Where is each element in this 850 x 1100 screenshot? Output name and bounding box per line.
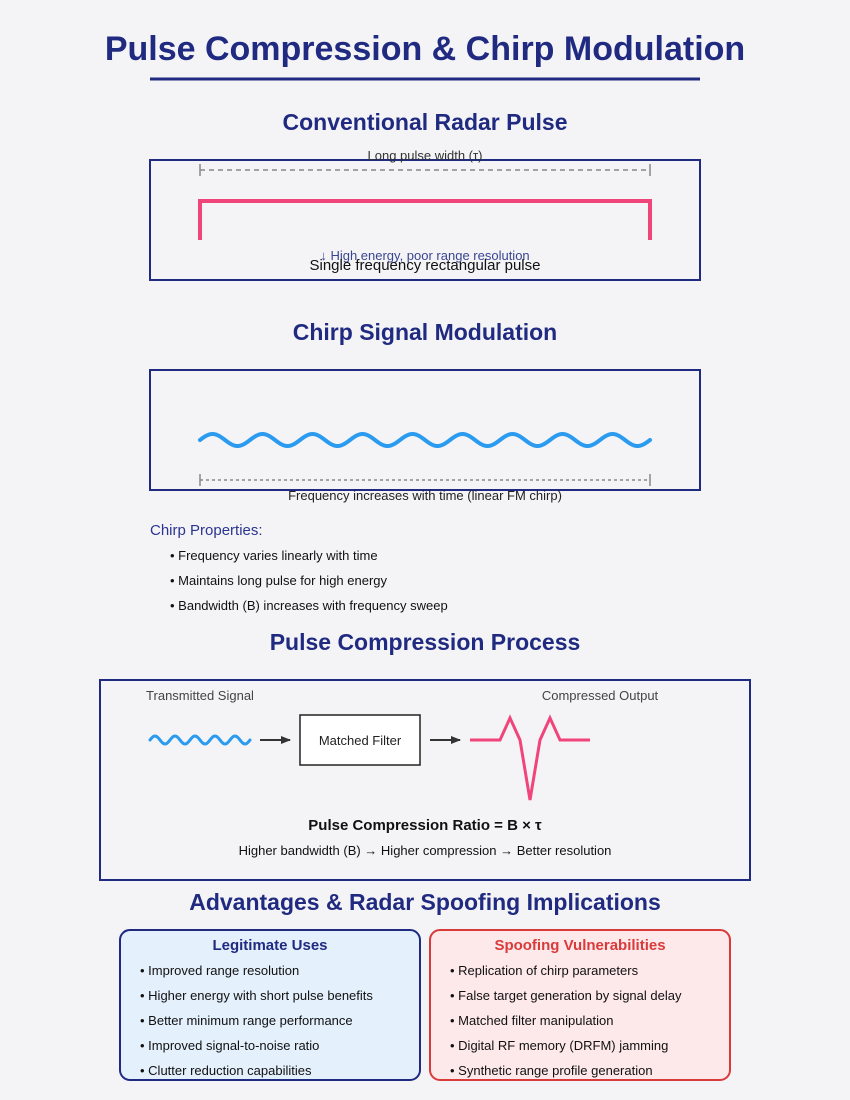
legitimate-use-item: • Improved signal-to-noise ratio bbox=[140, 1038, 319, 1053]
chirp-property-item: • Bandwidth (B) increases with frequency… bbox=[170, 598, 448, 613]
rectangular-pulse bbox=[198, 199, 652, 240]
matched-filter-box bbox=[299, 714, 421, 766]
transmitted-chirp-waveform bbox=[148, 734, 252, 746]
chirp-caption: Frequency increases with time (linear FM… bbox=[288, 488, 562, 503]
legitimate-use-item: • Clutter reduction capabilities bbox=[140, 1063, 312, 1078]
conventional-panel bbox=[149, 159, 701, 281]
chirp-panel bbox=[149, 369, 701, 491]
chirp-property-item: • Frequency varies linearly with time bbox=[170, 548, 378, 563]
spoofing-vulnerabilities-panel bbox=[429, 929, 731, 1081]
energy-note: ↓ High energy, poor range resolution bbox=[320, 248, 529, 263]
legitimate-use-item: • Improved range resolution bbox=[140, 963, 299, 978]
legitimate-use-item: • Better minimum range performance bbox=[140, 1013, 353, 1028]
spoofing-item: • False target generation by signal dela… bbox=[450, 988, 682, 1003]
transmitted-label: Transmitted Signal bbox=[146, 688, 254, 703]
spoofing-vulnerabilities-title: Spoofing Vulnerabilities bbox=[494, 937, 665, 954]
matched-filter-label: Matched Filter bbox=[319, 733, 402, 748]
chirp-properties-title: Chirp Properties: bbox=[150, 522, 263, 539]
page-title: Pulse Compression & Chirp Modulation bbox=[105, 30, 745, 68]
chirp-property-item: • Maintains long pulse for high energy bbox=[170, 573, 388, 588]
legitimate-uses-panel bbox=[119, 929, 421, 1081]
spoofing-item: • Matched filter manipulation bbox=[450, 1013, 614, 1028]
legitimate-uses-title: Legitimate Uses bbox=[212, 937, 327, 954]
compression-ratio: Pulse Compression Ratio = B × τ bbox=[308, 817, 542, 834]
compressed-output-label: Compressed Output bbox=[542, 688, 659, 703]
chirp-waveform bbox=[198, 432, 652, 448]
spoofing-item: • Replication of chirp parameters bbox=[450, 963, 639, 978]
chirp-heading: Chirp Signal Modulation bbox=[293, 319, 557, 345]
compression-heading: Pulse Compression Process bbox=[270, 629, 581, 655]
compression-note: Higher bandwidth (B) → Higher compressio… bbox=[239, 843, 612, 858]
spoofing-item: • Synthetic range profile generation bbox=[450, 1063, 653, 1078]
compressed-output-waveform bbox=[470, 714, 590, 801]
compression-panel bbox=[99, 679, 751, 881]
spoofing-item: • Digital RF memory (DRFM) jamming bbox=[450, 1038, 668, 1053]
conventional-caption: Single frequency rectangular pulse bbox=[310, 257, 541, 274]
legitimate-use-item: • Higher energy with short pulse benefit… bbox=[140, 988, 373, 1003]
conventional-heading: Conventional Radar Pulse bbox=[282, 109, 567, 135]
pulse-width-label: Long pulse width (τ) bbox=[368, 148, 483, 163]
advantages-heading: Advantages & Radar Spoofing Implications bbox=[189, 889, 661, 915]
